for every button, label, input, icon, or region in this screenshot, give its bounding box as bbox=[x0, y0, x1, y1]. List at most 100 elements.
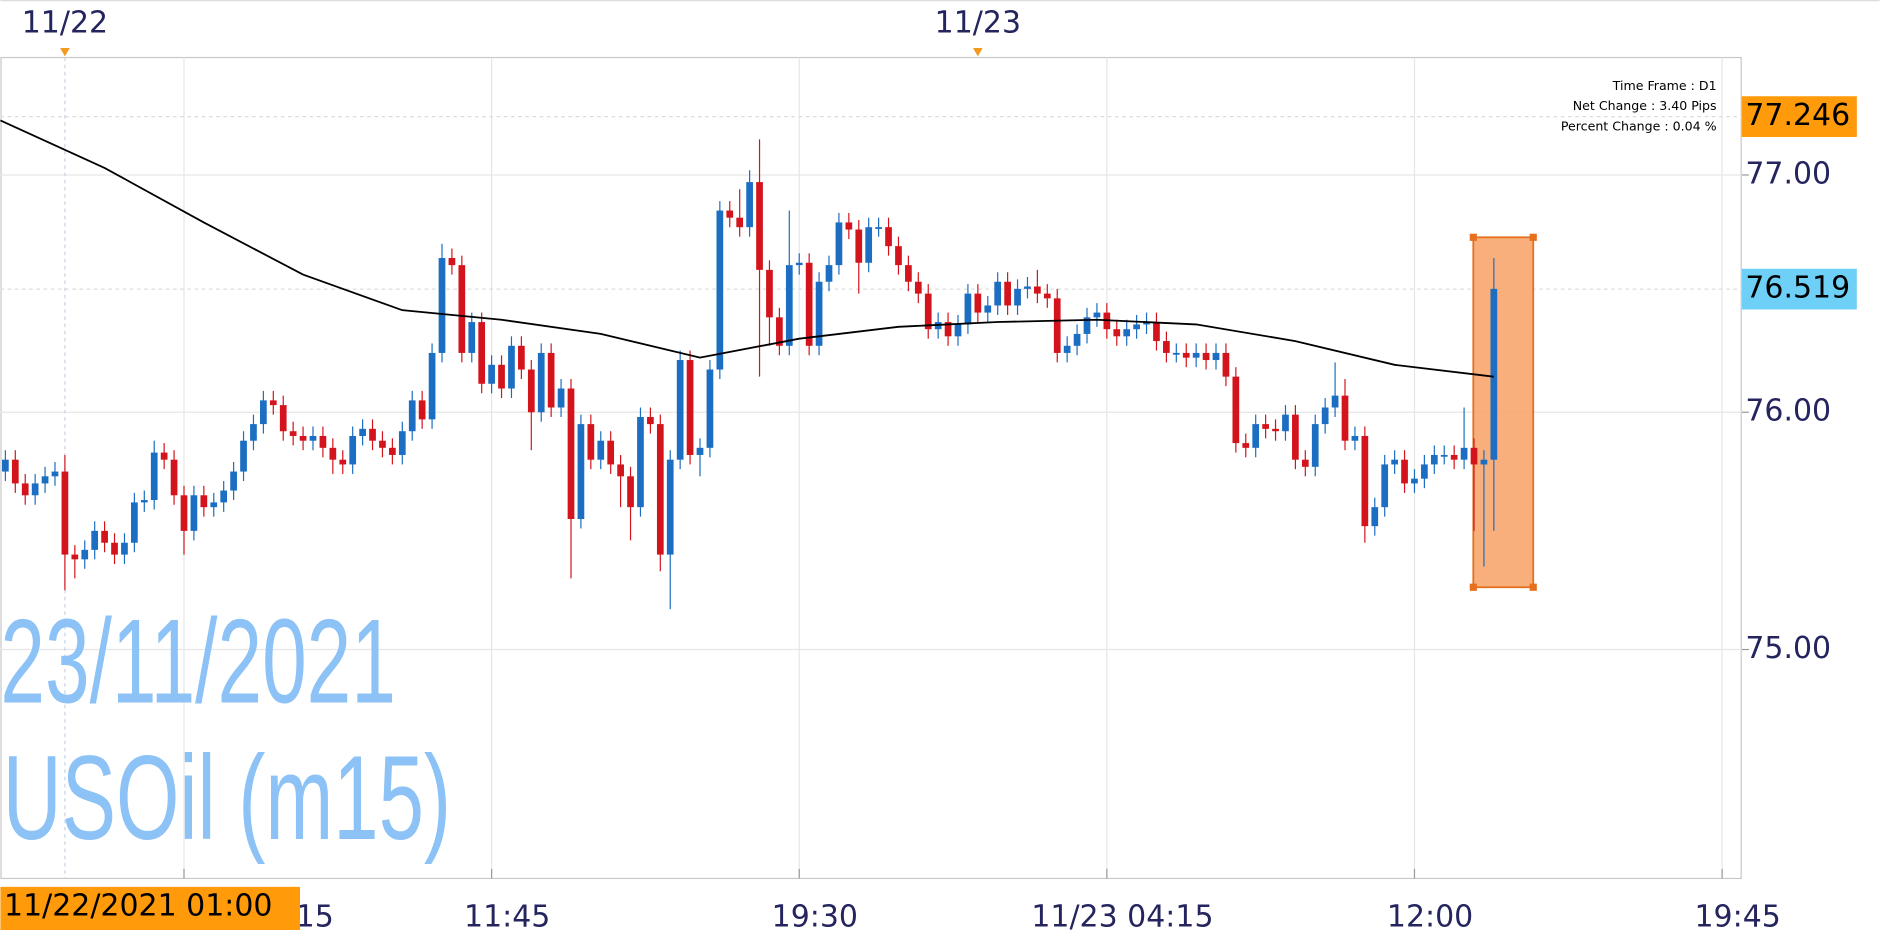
candle-body bbox=[954, 324, 962, 337]
candle-body bbox=[984, 305, 992, 313]
x-tick-label: 11/23 04:15 bbox=[1031, 900, 1213, 930]
candle-body bbox=[41, 476, 49, 484]
candle-body bbox=[1014, 288, 1021, 306]
candle-body bbox=[1361, 435, 1369, 527]
watermark-date: 23/11/2021 bbox=[0, 595, 395, 728]
candle-body bbox=[1093, 312, 1101, 318]
candle-body bbox=[795, 262, 803, 266]
candle-body bbox=[1371, 507, 1379, 527]
candle-body bbox=[825, 265, 833, 282]
candle-body bbox=[637, 416, 644, 508]
candle-body bbox=[1470, 447, 1478, 465]
candle-body bbox=[518, 345, 525, 370]
candle-body bbox=[587, 424, 595, 460]
date-label: 11/22 bbox=[22, 5, 108, 40]
candle-body bbox=[736, 217, 744, 228]
candle-body bbox=[716, 210, 724, 370]
candle-body bbox=[974, 293, 982, 313]
candle-body bbox=[1222, 352, 1230, 377]
candle-body bbox=[170, 459, 178, 496]
candle-body bbox=[498, 364, 505, 389]
handle bbox=[1469, 233, 1477, 241]
candle-body bbox=[160, 452, 168, 460]
candle-body bbox=[121, 542, 128, 555]
candle-body bbox=[230, 471, 237, 491]
candle-body bbox=[577, 424, 585, 520]
candle-body bbox=[1351, 435, 1359, 441]
candle-body bbox=[438, 258, 446, 353]
candle-body bbox=[1391, 459, 1398, 465]
handle bbox=[1469, 583, 1477, 591]
candle-body bbox=[924, 293, 932, 330]
candle-body bbox=[269, 400, 277, 406]
x-tick-label: 19:45 bbox=[1695, 900, 1781, 930]
candle-body bbox=[686, 360, 694, 455]
candle-body bbox=[61, 471, 69, 555]
candle-body bbox=[1004, 281, 1011, 306]
y-tick-label: 75.00 bbox=[1745, 631, 1831, 666]
candle-body bbox=[1252, 424, 1260, 448]
candle-body bbox=[11, 459, 19, 484]
candle-body bbox=[597, 440, 605, 460]
candle-body bbox=[607, 440, 615, 465]
candle-body bbox=[964, 293, 972, 325]
candle-body bbox=[1272, 428, 1279, 432]
candle-body bbox=[1490, 288, 1498, 460]
candle-body bbox=[1381, 464, 1389, 508]
candle-body bbox=[1311, 424, 1319, 467]
candle-body bbox=[1341, 395, 1349, 441]
candle-body bbox=[1163, 341, 1170, 353]
candle-body bbox=[696, 447, 704, 455]
candle-body bbox=[1292, 414, 1299, 460]
candle-body bbox=[557, 388, 565, 408]
candle-body bbox=[150, 452, 158, 501]
candle-body bbox=[1113, 329, 1121, 337]
candle-body bbox=[726, 210, 734, 218]
candle-body bbox=[805, 262, 813, 346]
candle-body bbox=[1331, 395, 1339, 408]
x-tick-label: 11:45 bbox=[464, 900, 550, 930]
price-label: 76.519 bbox=[1745, 271, 1850, 306]
candle-body bbox=[855, 229, 863, 263]
candle-body bbox=[478, 322, 486, 384]
candle-body bbox=[766, 269, 773, 318]
candle-body bbox=[111, 542, 118, 555]
date-marker bbox=[60, 47, 70, 57]
candle-body bbox=[1430, 454, 1438, 465]
candle-body bbox=[91, 530, 99, 550]
candle-body bbox=[627, 476, 634, 508]
candle-body bbox=[448, 258, 456, 266]
candle-body bbox=[279, 405, 287, 432]
candle-body bbox=[1480, 459, 1488, 465]
candle-body bbox=[1053, 298, 1061, 353]
date-label: 11/23 bbox=[935, 5, 1021, 40]
candle-body bbox=[1043, 293, 1051, 299]
info-line: Percent Change : 0.04 % bbox=[1561, 119, 1717, 134]
candle-body bbox=[81, 549, 89, 560]
candle-body bbox=[1301, 459, 1309, 467]
x-tick-label: 12:00 bbox=[1387, 900, 1473, 930]
candle-body bbox=[2, 459, 9, 472]
candle-body bbox=[567, 388, 575, 520]
watermark: 23/11/2021 USOil (m15) bbox=[0, 595, 451, 865]
candle-body bbox=[835, 222, 843, 266]
candle-body bbox=[547, 352, 555, 408]
plot-frame bbox=[0, 56, 1742, 880]
candle-body bbox=[339, 459, 347, 465]
candles bbox=[0, 119, 1498, 610]
candle-body bbox=[527, 369, 535, 413]
y-tick-label: 76.00 bbox=[1745, 394, 1831, 429]
candle-body bbox=[1202, 352, 1210, 361]
candle-body bbox=[537, 352, 545, 413]
moving-average bbox=[0, 119, 1494, 378]
candle-body bbox=[1242, 443, 1250, 448]
candle-body bbox=[31, 483, 39, 496]
candle-body bbox=[210, 502, 218, 508]
candle-body bbox=[1024, 286, 1031, 289]
candle-body bbox=[845, 222, 853, 230]
candle-body bbox=[131, 502, 138, 543]
candle-body bbox=[220, 490, 228, 503]
